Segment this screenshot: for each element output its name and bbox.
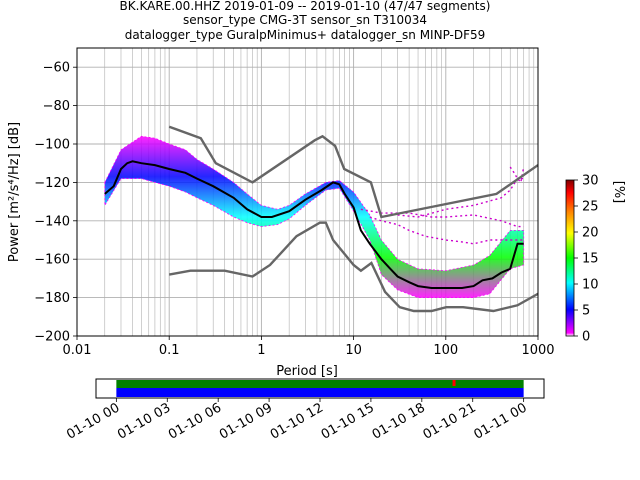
y-tick-label: −80 xyxy=(43,99,70,114)
colorbar: 0 5 10 15 20 25 30 [%] xyxy=(565,174,626,345)
timeline-tick-label: 01-10 15 xyxy=(319,400,377,442)
colorbar-tick-label: 10 xyxy=(582,278,599,293)
psd-density-cloud xyxy=(104,135,525,298)
y-axis-ticks: −60 −80 −100 −120 −140 −160 −180 −200 xyxy=(34,61,77,345)
chart-title-line-1: BK.KARE.00.HHZ 2019-01-09 -- 2019-01-10 … xyxy=(120,0,491,13)
colorbar-tick-label: 25 xyxy=(582,200,599,215)
timeline-tick-label: 01-10 21 xyxy=(421,400,479,442)
low-noise-model-line xyxy=(168,221,538,313)
psd-cloud-band xyxy=(104,135,525,298)
y-tick-label: −60 xyxy=(43,61,70,76)
y-tick-label: −160 xyxy=(34,253,70,268)
outlier-trace xyxy=(369,216,524,245)
x-tick-label: 0.01 xyxy=(63,343,92,358)
timeline-coverage-bar xyxy=(116,380,524,388)
timeline-marker xyxy=(452,380,456,386)
y-tick-label: −200 xyxy=(34,330,70,345)
plot-frame xyxy=(76,47,539,337)
outlier-trace xyxy=(397,177,524,218)
x-tick-label: 1000 xyxy=(521,343,554,358)
y-tick-label: −140 xyxy=(34,214,70,229)
y-tick-label: −180 xyxy=(34,291,70,306)
colorbar-tick-label: 20 xyxy=(582,226,599,241)
outlier-trace xyxy=(360,208,524,228)
colorbar-label: [%] xyxy=(611,181,626,204)
timeline-tick-label: 01-10 03 xyxy=(115,400,173,442)
x-tick-label: 0.1 xyxy=(159,343,180,358)
x-tick-label: 10 xyxy=(345,343,362,358)
x-axis-ticks: 0.01 0.1 1 10 100 1000 xyxy=(63,336,555,358)
chart-title-line-2: sensor_type CMG-3T sensor_sn T310034 xyxy=(183,13,427,27)
y-tick-label: −120 xyxy=(34,176,70,191)
timeline-tick-label: 01-10 09 xyxy=(217,400,275,442)
y-axis-label: Power [m²/s⁴/Hz] [dB] xyxy=(7,122,22,262)
timeline-segment-bar xyxy=(116,388,524,397)
median-psd-line xyxy=(104,160,524,289)
timeline-tick-label: 01-10 06 xyxy=(166,400,224,442)
x-axis-label: Period [s] xyxy=(276,364,338,379)
timeline-tick-label: 01-10 00 xyxy=(64,400,122,442)
outlier-traces xyxy=(360,166,525,245)
y-tick-label: −100 xyxy=(34,138,70,153)
x-tick-label: 100 xyxy=(433,343,458,358)
median-psd xyxy=(104,160,524,289)
timeline-bars xyxy=(116,380,524,397)
timeline-tick-label: 01-10 18 xyxy=(370,400,428,442)
noise-models xyxy=(168,125,538,313)
colorbar-tick-label: 5 xyxy=(582,304,590,319)
colorbar-tick-label: 30 xyxy=(582,174,599,189)
timeline-tick-label: 01-11 00 xyxy=(472,400,530,442)
chart-title-line-3: datalogger_type GuralpMinimus+ datalogge… xyxy=(125,28,486,42)
psd-plot-area: 0.01 0.1 1 10 100 1000 −60 −80 −100 −120 −140 −160… xyxy=(34,47,555,358)
colorbar-gradient xyxy=(565,179,575,337)
colorbar-ticks: 0 5 10 15 20 25 30 xyxy=(574,174,599,345)
x-tick-label: 1 xyxy=(257,343,265,358)
timeline-tick-label: 01-10 12 xyxy=(268,400,326,442)
colorbar-tick-label: 0 xyxy=(582,330,590,345)
high-noise-model-line xyxy=(168,125,538,219)
colorbar-tick-label: 15 xyxy=(582,252,599,267)
